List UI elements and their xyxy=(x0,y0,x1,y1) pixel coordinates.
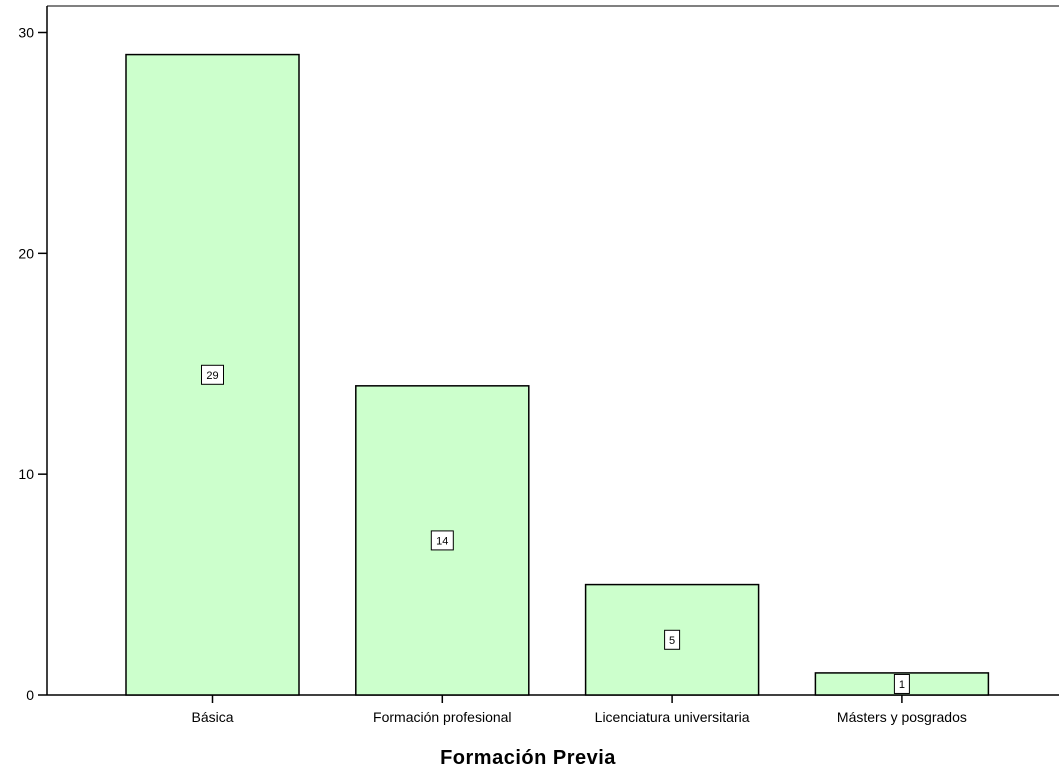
data-label: 5 xyxy=(669,635,675,647)
y-tick-label: 20 xyxy=(18,245,34,261)
y-tick-label: 0 xyxy=(26,687,34,703)
x-axis-ticks: Básica Formación profesional Licenciatura … xyxy=(191,695,967,725)
data-labels: 29 14 5 1 xyxy=(201,364,910,694)
data-label-box xyxy=(664,629,681,650)
y-tick-label: 10 xyxy=(18,466,34,482)
bars xyxy=(125,53,990,696)
data-label-box xyxy=(201,364,224,385)
y-tick-label: 30 xyxy=(18,25,34,41)
data-label: 29 xyxy=(206,370,218,382)
data-label: 1 xyxy=(899,679,905,691)
x-tick-label: Formación profesional xyxy=(373,709,512,725)
x-axis-title: Formación Previa xyxy=(440,747,616,769)
x-tick-label: Másters y posgrados xyxy=(837,709,967,725)
y-axis-ticks: 0 10 20 30 xyxy=(18,25,47,703)
data-label-box xyxy=(430,530,454,551)
data-label-box xyxy=(893,673,910,694)
x-tick-label: Licenciatura universitaria xyxy=(595,709,750,725)
data-label: 14 xyxy=(436,535,448,547)
x-tick-label: Básica xyxy=(191,709,233,725)
